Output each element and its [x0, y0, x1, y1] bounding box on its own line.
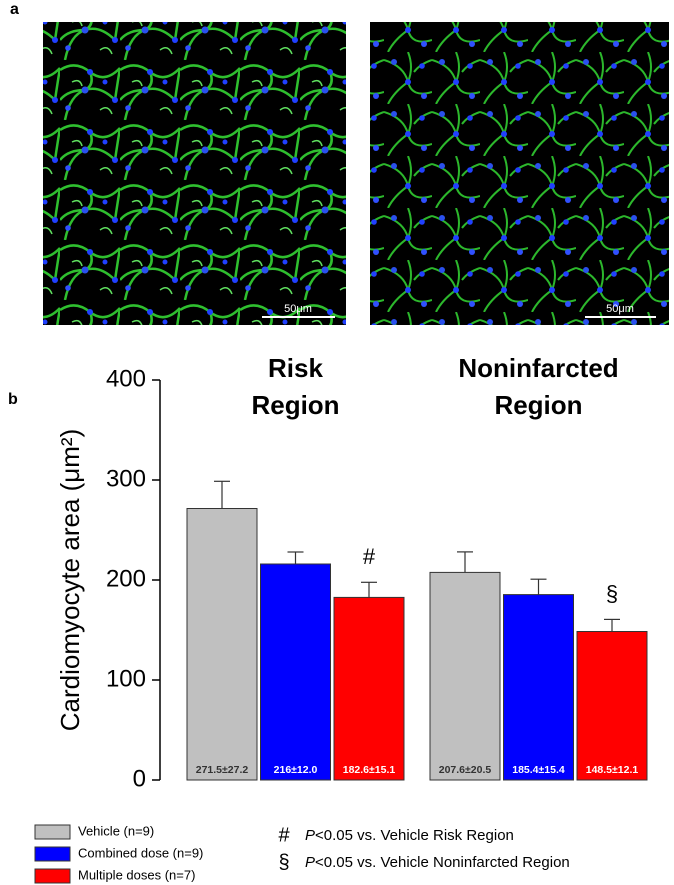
- bar: [576, 631, 648, 781]
- micrograph: [370, 22, 669, 325]
- micrograph: [43, 22, 346, 325]
- panel-label: a: [10, 1, 19, 18]
- legend-swatch: [34, 868, 71, 884]
- value-label: 271.5±27.2: [196, 764, 249, 776]
- y-tick-label: 200: [106, 565, 146, 592]
- category-text: Noninfarcted Region: [458, 353, 619, 420]
- annotation: §: [606, 581, 618, 606]
- bar: [260, 563, 331, 781]
- value-label: 148.5±12.1: [586, 764, 639, 776]
- value-label: 182.6±15.1: [343, 764, 396, 776]
- y-tick-label: 0: [133, 765, 146, 792]
- legend-label: Combined dose (n=9): [78, 845, 203, 860]
- y-tick-label: 300: [106, 465, 146, 492]
- bar: [429, 571, 501, 781]
- y-axis-label: Cardiomyocyte area (μm²): [55, 429, 85, 732]
- category-label: Risk Region: [251, 353, 340, 420]
- y-tick-label: 100: [106, 665, 146, 692]
- y-tick-label: 400: [106, 365, 146, 392]
- category-text: Risk Region: [251, 353, 340, 420]
- panel-label: b: [8, 391, 18, 408]
- legend-swatch: [34, 824, 71, 840]
- footnote-text: <0.05 vs. Vehicle Noninfarcted Region: [315, 854, 570, 871]
- footnote: P<0.05 vs. Vehicle Risk Region: [305, 827, 514, 844]
- value-label: 207.6±20.5: [439, 764, 492, 776]
- category-label: Noninfarcted Region: [458, 353, 619, 420]
- footnote-symbol: §: [278, 851, 289, 873]
- legend-label: Vehicle (n=9): [78, 823, 154, 838]
- footnote: P<0.05 vs. Vehicle Noninfarcted Region: [305, 854, 570, 871]
- value-label: 216±12.0: [274, 764, 318, 776]
- footnote-symbol: #: [278, 824, 290, 846]
- legend-label: Multiple doses (n=7): [78, 867, 195, 882]
- bar: [333, 596, 405, 781]
- footnote-italic: P: [305, 854, 315, 871]
- scale-bar-label: 50μm: [284, 303, 312, 315]
- value-label: 185.4±15.4: [512, 764, 565, 776]
- bar: [186, 508, 258, 781]
- footnote-italic: P: [305, 827, 315, 844]
- scale-bar-label: 50μm: [606, 303, 634, 315]
- footnote-text: <0.05 vs. Vehicle Risk Region: [315, 827, 514, 844]
- annotation: #: [363, 544, 376, 569]
- legend-swatch: [34, 846, 71, 862]
- bar: [503, 594, 574, 781]
